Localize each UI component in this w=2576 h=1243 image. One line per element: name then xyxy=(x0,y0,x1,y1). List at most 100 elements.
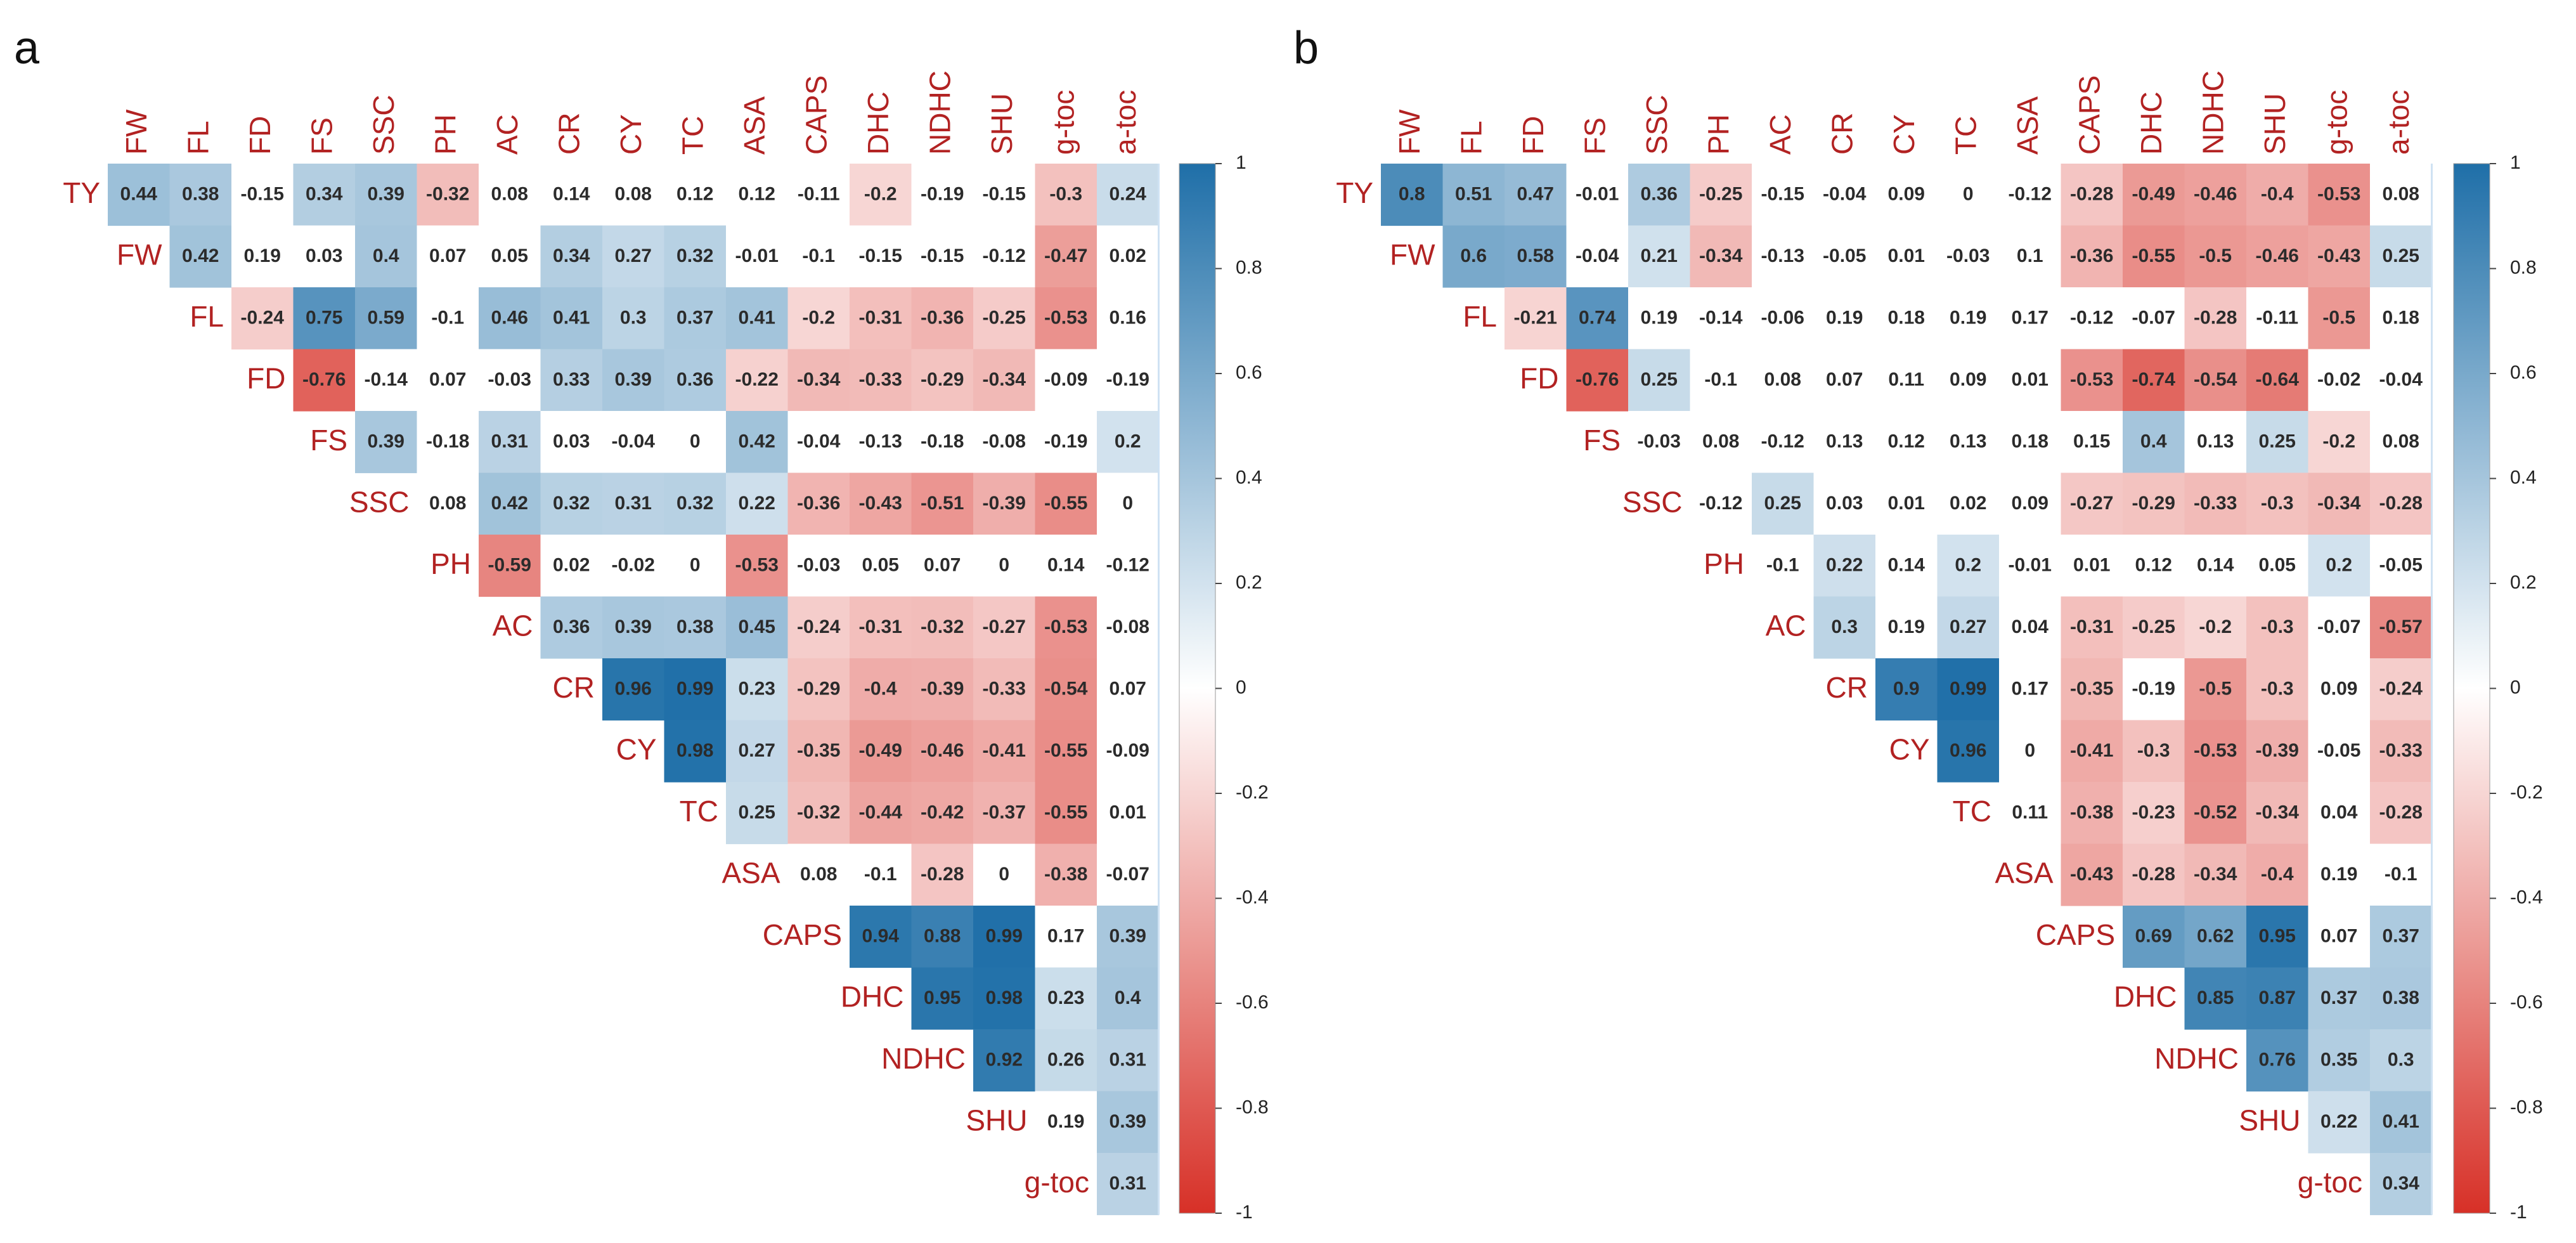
cell-value: -0.51 xyxy=(921,493,964,514)
heatmap-cell xyxy=(1690,164,1752,226)
cell-value: -0.53 xyxy=(735,555,779,576)
row-label: TC xyxy=(680,795,718,828)
cell-value: 0.92 xyxy=(986,1050,1023,1071)
heatmap-cell xyxy=(540,535,603,597)
cell-value: -0.06 xyxy=(1761,308,1804,329)
cell-value: -0.36 xyxy=(921,308,964,329)
column-label: CY xyxy=(614,114,647,155)
row-label: TY xyxy=(63,176,100,209)
row-label: CAPS xyxy=(2036,918,2115,951)
row-label: SHU xyxy=(966,1103,1027,1136)
cell-value: -0.04 xyxy=(1823,184,1867,205)
heatmap-cell xyxy=(850,906,912,968)
heatmap-cell xyxy=(2308,720,2371,783)
cell-value: 0.38 xyxy=(676,616,713,637)
heatmap-cell xyxy=(664,225,727,288)
cell-value: 0.19 xyxy=(2320,864,2357,885)
cell-value: 0.07 xyxy=(429,369,466,390)
row-label: ASA xyxy=(722,856,780,889)
cell-value: -0.39 xyxy=(983,493,1026,514)
heatmap-cell xyxy=(2308,1091,2371,1154)
heatmap-cell xyxy=(2061,411,2123,474)
row-label: SHU xyxy=(2239,1103,2300,1136)
cell-value: 0.12 xyxy=(676,184,713,205)
cell-value: -0.2 xyxy=(2322,431,2355,452)
heatmap-cell xyxy=(1097,906,1160,968)
cell-value: -0.31 xyxy=(2070,616,2113,637)
cell-value: -0.41 xyxy=(2070,740,2113,761)
cell-value: -0.14 xyxy=(365,369,408,390)
heatmap-cell xyxy=(1097,967,1160,1030)
heatmap-cell xyxy=(1999,658,2062,721)
heatmap-cell xyxy=(787,411,850,474)
column-label: FD xyxy=(243,116,276,155)
cell-value: 0.45 xyxy=(739,616,775,637)
cell-value: -0.11 xyxy=(2256,308,2298,329)
heatmap-cell xyxy=(1999,411,2062,474)
cell-value: 0.01 xyxy=(1888,245,1925,266)
cell-value: -0.49 xyxy=(2132,184,2175,205)
cell-value: 0.37 xyxy=(676,308,713,329)
cell-value: -0.43 xyxy=(859,493,902,514)
heatmap-cell xyxy=(664,535,727,597)
row-label: CAPS xyxy=(763,918,842,951)
heatmap-cell xyxy=(1097,535,1160,597)
cell-value: 0.19 xyxy=(1888,616,1925,637)
heatmap-cell xyxy=(1875,658,1938,721)
cell-value: -0.15 xyxy=(1761,184,1804,205)
cell-value: 0.11 xyxy=(2012,802,2048,823)
heatmap-cell xyxy=(973,164,1036,226)
heatmap-cell xyxy=(2123,782,2185,845)
heatmap-cell xyxy=(417,287,479,350)
cell-value: 0.4 xyxy=(373,245,399,266)
row-label: FW xyxy=(117,238,162,271)
heatmap-cell xyxy=(1813,349,1876,412)
heatmap-cell xyxy=(1999,349,2062,412)
heatmap-cell xyxy=(2246,658,2309,721)
cell-value: 0.19 xyxy=(1641,308,1678,329)
cell-value: -0.36 xyxy=(797,493,840,514)
cell-value: 0.44 xyxy=(120,184,158,205)
heatmap-cell xyxy=(2123,596,2185,659)
cell-value: 0.05 xyxy=(862,555,899,576)
heatmap-cell xyxy=(911,411,974,474)
cell-value: 0.3 xyxy=(620,308,647,329)
cell-value: -0.19 xyxy=(2132,679,2175,700)
heatmap-cell xyxy=(602,535,665,597)
heatmap-cell xyxy=(1566,287,1629,350)
heatmap-cell xyxy=(1813,472,1876,535)
cell-value: 0.6 xyxy=(1460,245,1487,266)
cell-value: 0.08 xyxy=(2383,431,2419,452)
cell-value: 0.2 xyxy=(1955,555,1981,576)
cell-value: 0.08 xyxy=(491,184,528,205)
heatmap-cell xyxy=(1035,349,1097,412)
cell-value: -0.04 xyxy=(2379,369,2423,390)
heatmap-cell xyxy=(1097,1029,1160,1092)
cell-value: 0.14 xyxy=(1888,555,1926,576)
cell-value: 0.34 xyxy=(2383,1173,2420,1194)
heatmap-cell xyxy=(1875,596,1938,659)
cell-value: -0.34 xyxy=(1699,245,1743,266)
heatmap-cell xyxy=(1097,1091,1160,1154)
cell-value: -0.2 xyxy=(2199,616,2232,637)
heatmap-cell xyxy=(108,164,171,226)
heatmap-cell xyxy=(1690,472,1752,535)
colorbar-tick-label: -0.4 xyxy=(1236,887,1269,908)
heatmap-cell xyxy=(355,349,418,412)
heatmap-cell xyxy=(787,472,850,535)
cell-value: 0.07 xyxy=(924,555,961,576)
colorbar-tick-label: -1 xyxy=(1236,1202,1253,1223)
cell-value: 0.25 xyxy=(739,802,775,823)
heatmap-cell xyxy=(1097,720,1160,783)
heatmap-cell xyxy=(787,596,850,659)
cell-value: 0.12 xyxy=(739,184,775,205)
cell-value: 0.01 xyxy=(1888,493,1925,514)
column-label: CY xyxy=(1887,114,1920,155)
heatmap-cell xyxy=(1875,287,1938,350)
heatmap-cell xyxy=(602,596,665,659)
cell-value: -0.12 xyxy=(1106,555,1149,576)
cell-value: -0.05 xyxy=(1823,245,1866,266)
cell-value: -0.02 xyxy=(612,555,655,576)
heatmap-cell xyxy=(1999,472,2062,535)
cell-value: 0.26 xyxy=(1047,1050,1084,1071)
